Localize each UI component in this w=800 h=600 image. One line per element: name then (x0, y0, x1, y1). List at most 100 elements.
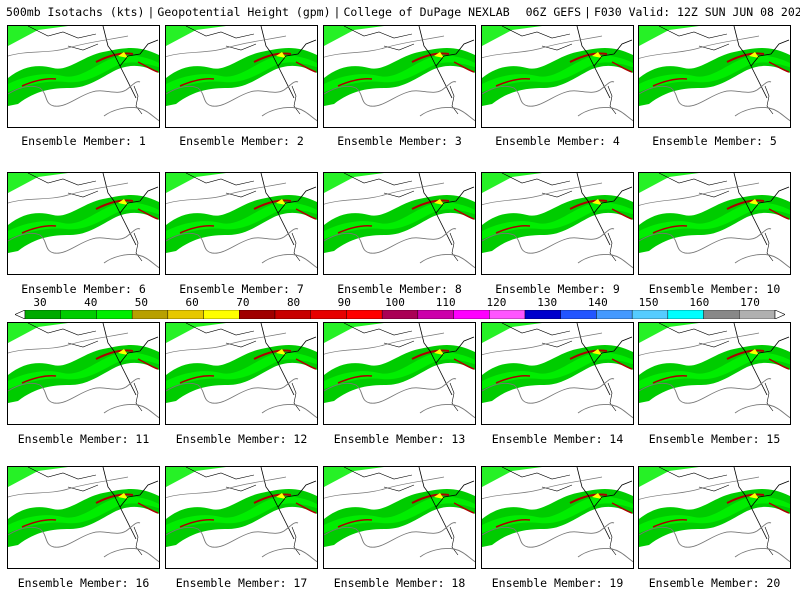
colorbar-cell (60, 310, 97, 319)
colorbar-cell (310, 310, 347, 319)
coastline (576, 173, 633, 246)
height-contour (639, 522, 772, 548)
coastline (733, 467, 790, 540)
coastline (733, 26, 790, 99)
header-source: College of DuPage NEXLAB (343, 5, 510, 19)
height-contour (166, 522, 299, 548)
header-product: 500mb Isotachs (kts) (6, 5, 145, 19)
coastline (260, 323, 317, 396)
ensemble-member-map (323, 466, 476, 569)
coastline (260, 173, 317, 246)
height-contour (324, 378, 457, 404)
ensemble-member-label: Ensemble Member: 13 (333, 432, 466, 446)
colorbar-cell (489, 310, 526, 319)
ensemble-member-label: Ensemble Member: 2 (179, 134, 304, 148)
ensemble-member-map (165, 172, 318, 275)
height-contour (482, 378, 615, 404)
chart-header: 500mb Isotachs (kts) | Geopotential Height… (6, 5, 800, 21)
colorbar-tick-label: 100 (385, 296, 405, 309)
colorbar-tick-label: 110 (435, 296, 456, 309)
ensemble-member-map (323, 25, 476, 128)
ensemble-member-map (638, 466, 791, 569)
ensemble-member-map (638, 172, 791, 275)
coastline (102, 26, 159, 99)
colorbar-cell (631, 310, 669, 319)
colorbar-cell (667, 310, 704, 319)
colorbar-cell (739, 310, 776, 319)
colorbar-cell (239, 310, 276, 319)
coastline (576, 323, 633, 396)
ensemble-member-map (323, 322, 476, 425)
colorbar-tick-label: 90 (337, 296, 351, 309)
coastline (576, 26, 633, 99)
ensemble-member-label: Ensemble Member: 7 (179, 282, 304, 296)
colorbar-tick-label: 160 (689, 296, 710, 309)
ensemble-member-map (481, 322, 634, 425)
ensemble-member-label: Ensemble Member: 8 (337, 282, 462, 296)
colorbar-tick-label: 70 (236, 296, 250, 309)
height-contour (324, 228, 457, 254)
height-contour (8, 228, 141, 254)
coastline (418, 173, 475, 246)
ensemble-member-map (323, 172, 476, 275)
ensemble-member-label: Ensemble Member: 10 (648, 282, 781, 296)
colorbar-cell (703, 310, 740, 319)
coastline (260, 467, 317, 540)
colorbar-tick-label: 130 (537, 296, 558, 309)
colorbar-tick-label: 170 (740, 296, 760, 309)
colorbar-cell (524, 310, 561, 319)
height-contour (639, 228, 772, 254)
colorbar-cell (131, 310, 169, 319)
height-contour (8, 522, 141, 548)
coastline (733, 323, 790, 396)
coastline (260, 26, 317, 99)
ensemble-member-map (165, 25, 318, 128)
colorbar-tick-label: 30 (33, 296, 47, 309)
colorbar-tick-label: 150 (638, 296, 659, 309)
colorbar-cell (24, 310, 61, 319)
colorbar-tick-label: 50 (134, 296, 149, 309)
colorbar-cell (596, 310, 633, 319)
ensemble-member-map (7, 322, 160, 425)
coastline (418, 26, 475, 99)
ensemble-member-map (481, 172, 634, 275)
ensemble-member-label: Ensemble Member: 14 (491, 432, 624, 446)
colorbar-tick-label: 80 (286, 296, 301, 309)
coastline (418, 323, 475, 396)
header-field: Geopotential Height (gpm) (157, 5, 331, 19)
header-valid: F030 Valid: 12Z SUN JUN 08 2025 (593, 5, 800, 19)
ensemble-member-label: Ensemble Member: 17 (175, 576, 308, 590)
colorbar-tick-label: 40 (84, 296, 98, 309)
coastline (418, 467, 475, 540)
height-contour (324, 522, 457, 548)
height-contour (8, 81, 141, 107)
ensemble-member-label: Ensemble Member: 16 (17, 576, 150, 590)
ensemble-member-map (7, 172, 160, 275)
colorbar-cell (203, 310, 240, 319)
ensemble-member-label: Ensemble Member: 19 (491, 576, 624, 590)
colorbar-cell (346, 310, 383, 319)
ensemble-member-label: Ensemble Member: 12 (175, 432, 308, 446)
coastline (102, 323, 159, 396)
colorbar-cell (381, 310, 419, 319)
ensemble-member-label: Ensemble Member: 4 (495, 134, 620, 148)
ensemble-member-map (638, 25, 791, 128)
colorbar-cell (560, 310, 597, 319)
coastline (102, 467, 159, 540)
ensemble-member-label: Ensemble Member: 6 (21, 282, 146, 296)
ensemble-member-label: Ensemble Member: 3 (337, 134, 462, 148)
ensemble-member-map (481, 466, 634, 569)
colorbar-cell (96, 310, 133, 319)
ensemble-member-map (638, 322, 791, 425)
colorbar-cell (417, 310, 454, 319)
colorbar-tick-label: 140 (587, 296, 608, 309)
height-contour (166, 81, 299, 107)
ensemble-member-label: Ensemble Member: 15 (648, 432, 781, 446)
colorbar-left-arrow (15, 310, 26, 319)
coastline (102, 173, 159, 246)
ensemble-member-map (165, 322, 318, 425)
colorbar-cell (453, 310, 490, 319)
colorbar-tick-label: 120 (486, 296, 507, 309)
coastline (733, 173, 790, 246)
coastline (576, 467, 633, 540)
